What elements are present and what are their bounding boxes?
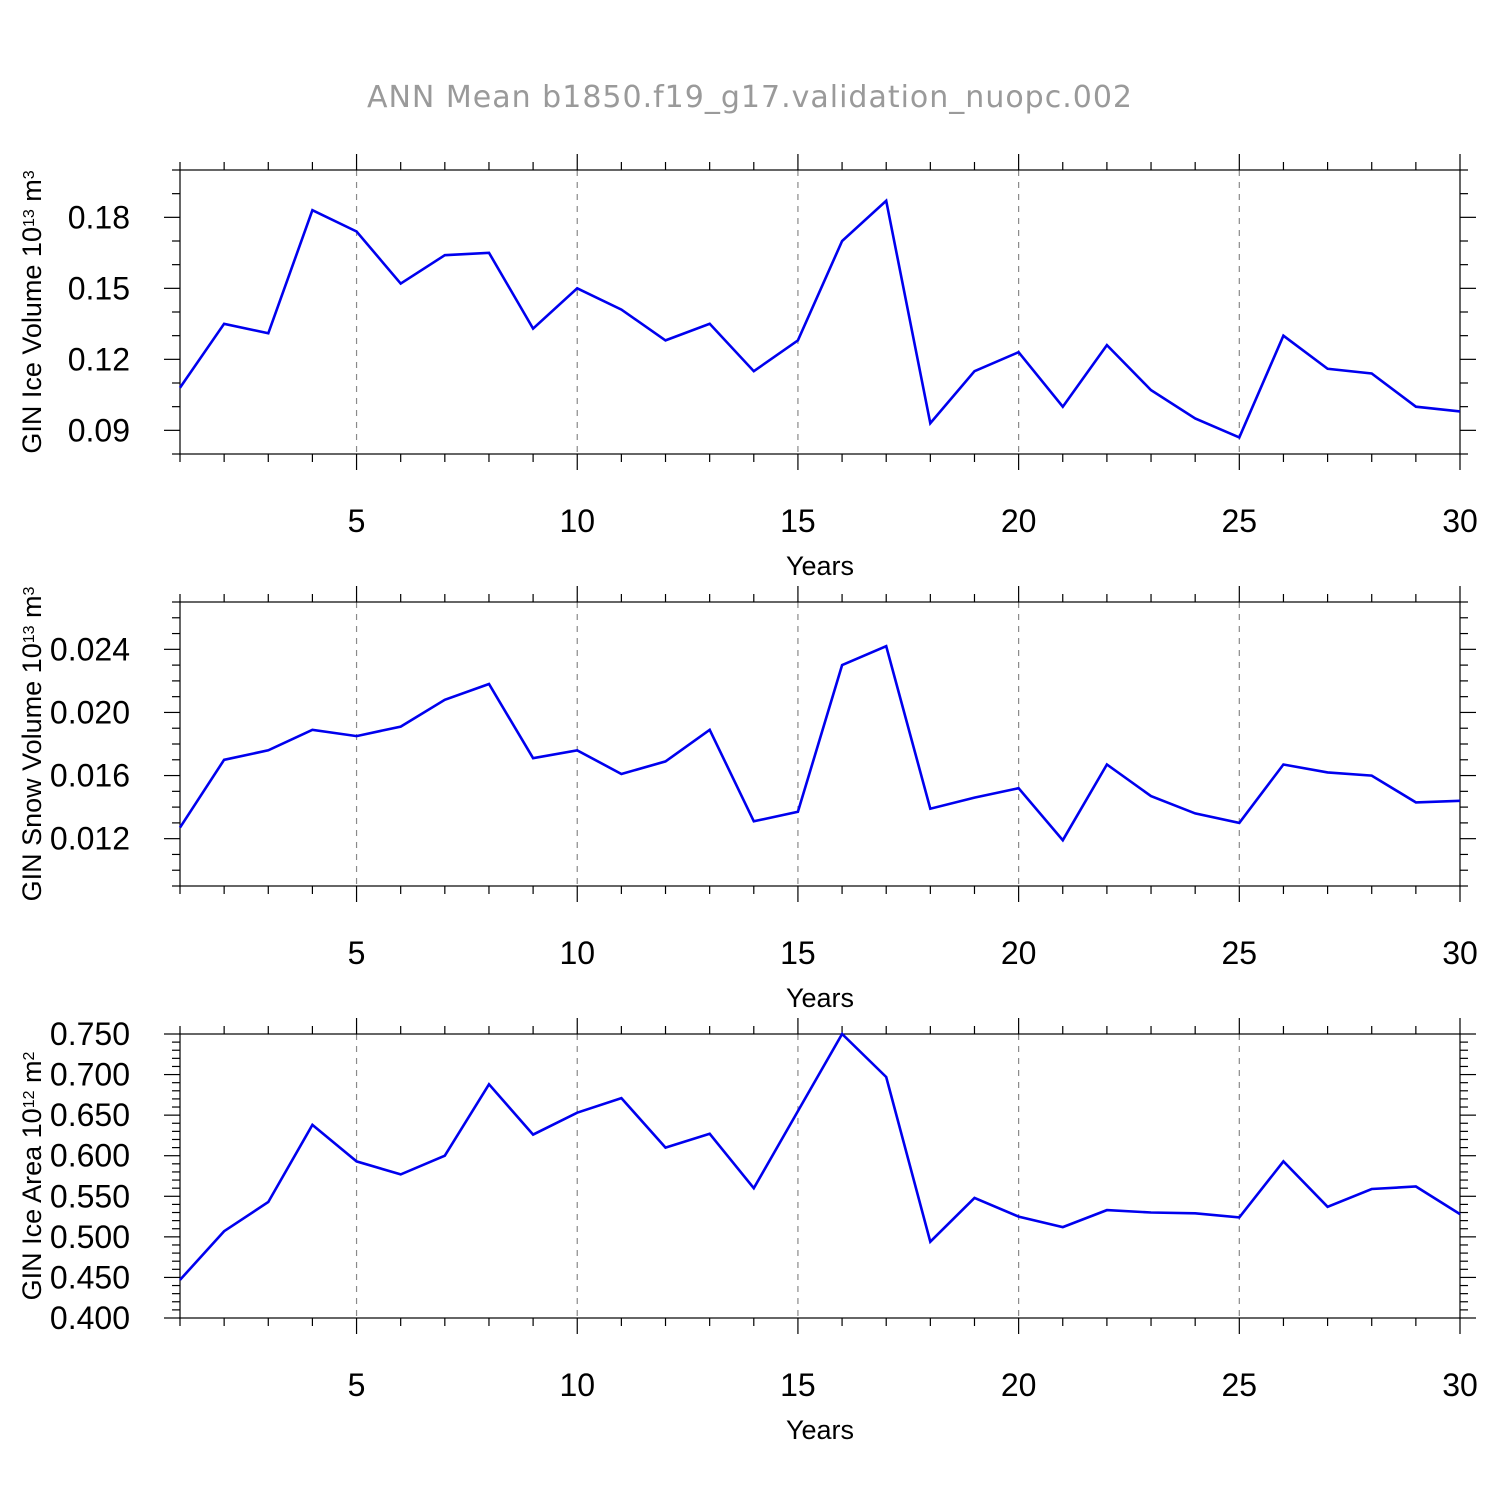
y-axis-label-superscript: 13 <box>21 209 38 227</box>
y-tick-label: 0.020 <box>50 694 130 730</box>
x-tick-label: 15 <box>780 935 816 971</box>
plot-frame <box>179 169 1461 455</box>
x-tick-label: 10 <box>559 935 595 971</box>
x-tick-label: 5 <box>348 503 366 539</box>
x-tick-label: 30 <box>1442 1367 1478 1403</box>
x-tick-label: 5 <box>348 935 366 971</box>
plot-frame <box>179 601 1461 887</box>
y-tick-label: 0.12 <box>68 341 130 377</box>
x-tick-label: 20 <box>1001 935 1037 971</box>
series-line <box>179 1031 1461 1281</box>
x-axis-label: Years <box>786 551 854 581</box>
y-tick-label: 0.550 <box>50 1178 130 1214</box>
x-axis-label: Years <box>786 1415 854 1445</box>
y-tick-label: 0.15 <box>68 270 130 306</box>
panel-2: 5 10 15 20 25 30 0.012 0.016 0.020 0.024 Years GIN … <box>17 586 1478 1013</box>
y-axis-label-superscript: 12 <box>21 1090 38 1108</box>
panel-1: 5 10 15 20 25 30 0.09 0.12 0.15 0.18 Years GIN Ice … <box>17 154 1478 581</box>
y-axis-label: GIN Snow Volume 1013 m3 <box>17 586 47 901</box>
y-axis-label-part: m <box>17 595 47 625</box>
y-axis-label-superscript: 3 <box>21 586 38 595</box>
y-axis-label: GIN Ice Area 1012 m2 <box>17 1052 47 1301</box>
plot-frame <box>179 1033 1461 1319</box>
y-tick-label: 0.450 <box>50 1259 130 1295</box>
y-tick-label: 0.400 <box>50 1300 130 1336</box>
y-tick-label: 0.18 <box>68 199 130 235</box>
x-tick-label: 25 <box>1222 503 1258 539</box>
x-tick-label: 30 <box>1442 935 1478 971</box>
y-tick-label: 0.650 <box>50 1097 130 1133</box>
series-line <box>178 644 1461 843</box>
x-tick-label: 20 <box>1001 503 1037 539</box>
y-axis-label-superscript: 2 <box>21 1052 38 1061</box>
x-tick-label: 15 <box>780 503 816 539</box>
x-tick-label: 10 <box>559 503 595 539</box>
x-tick-label: 20 <box>1001 1367 1037 1403</box>
y-tick-label: 0.600 <box>50 1138 130 1174</box>
y-tick-label: 0.09 <box>68 412 130 448</box>
y-axis-label-part: GIN Ice Area 10 <box>17 1108 47 1300</box>
y-tick-label: 0.024 <box>50 631 130 667</box>
x-tick-label: 30 <box>1442 503 1478 539</box>
figure-title: ANN Mean b1850.f19_g17.validation_nuopc.… <box>367 80 1133 115</box>
y-axis-label-superscript: 3 <box>21 170 38 179</box>
y-axis-label-part: m <box>17 179 47 209</box>
y-axis-label-superscript: 13 <box>21 625 38 643</box>
x-tick-label: 25 <box>1222 935 1258 971</box>
y-tick-label: 0.016 <box>50 758 130 794</box>
y-tick-label: 0.012 <box>50 821 130 857</box>
x-tick-label: 10 <box>559 1367 595 1403</box>
x-tick-label: 25 <box>1222 1367 1258 1403</box>
y-tick-label: 0.750 <box>50 1016 130 1052</box>
x-tick-label: 15 <box>780 1367 816 1403</box>
y-axis-label-part: GIN Snow Volume 10 <box>17 643 47 901</box>
y-axis-label: GIN Ice Volume 1013 m3 <box>17 170 47 453</box>
panel-3: 5 10 15 20 25 30 0.400 0.450 0.500 0.550 0.600 0.65… <box>17 1016 1478 1445</box>
y-axis-label-part: m <box>17 1061 47 1091</box>
y-tick-label: 0.500 <box>50 1219 130 1255</box>
x-axis-label: Years <box>786 983 854 1013</box>
x-tick-label: 5 <box>348 1367 366 1403</box>
y-tick-label: 0.700 <box>50 1057 130 1093</box>
y-axis-label-part: GIN Ice Volume 10 <box>17 227 47 454</box>
series-line <box>178 198 1461 440</box>
